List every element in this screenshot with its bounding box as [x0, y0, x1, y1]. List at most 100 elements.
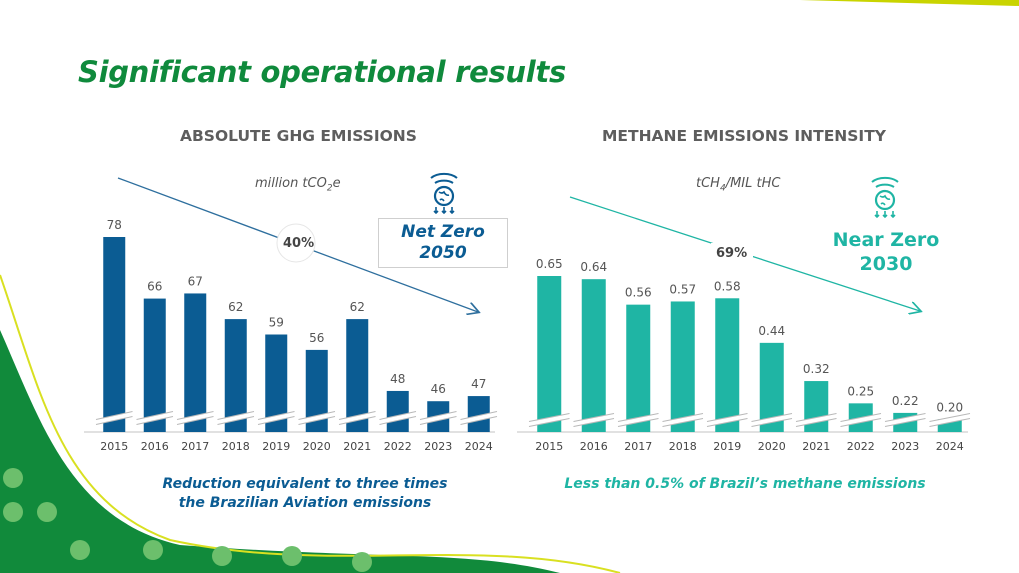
bar [103, 237, 126, 432]
axis-break-gap [662, 413, 704, 427]
net-zero-target-box: Net Zero 2050 [378, 218, 508, 268]
x-tick-label: 2017 [181, 440, 209, 453]
near-zero-target: Near Zero 2030 [826, 228, 946, 276]
decor-dot [3, 468, 23, 488]
data-label: 59 [269, 316, 284, 330]
axis-break-mark [706, 413, 748, 422]
data-label: 0.44 [758, 324, 785, 338]
axis-break-mark [419, 416, 457, 425]
data-label: 56 [309, 331, 324, 345]
axis-break-mark [929, 418, 971, 427]
bar [670, 301, 695, 432]
bar [346, 319, 369, 432]
data-label: 0.25 [847, 384, 874, 398]
bar [265, 334, 288, 432]
axis-break-gap [216, 411, 255, 425]
data-label: 0.56 [625, 286, 652, 300]
ghg-caption-line1: Reduction equivalent to three times [162, 476, 448, 492]
decor-dot [70, 540, 90, 560]
x-tick-label: 2021 [802, 440, 830, 453]
data-label: 62 [350, 300, 365, 314]
net-zero-year: 2050 [419, 243, 467, 263]
decor-dot [37, 502, 57, 522]
axis-break-mark [884, 418, 926, 427]
x-tick-label: 2015 [100, 440, 128, 453]
data-label: 0.58 [714, 279, 741, 293]
axis-break-mark [528, 413, 570, 422]
axis-break-gap [751, 413, 793, 427]
axis-break-mark [136, 416, 174, 425]
x-tick-label: 2018 [669, 440, 697, 453]
data-label: 62 [228, 300, 243, 314]
axis-break-mark [379, 411, 417, 420]
axis-break-mark [257, 411, 295, 420]
ghg-chart-title: ABSOLUTE GHG EMISSIONS [180, 127, 417, 145]
axis-break-mark [460, 416, 498, 425]
data-label: 0.64 [580, 260, 607, 274]
decor-dot [352, 552, 372, 572]
ghg-reduction-bubble [276, 223, 316, 263]
data-label: 0.22 [892, 394, 919, 408]
methane-unit-label: tCH4/MIL tHC [696, 176, 781, 194]
axis-break-gap [338, 411, 377, 425]
axis-break-mark [217, 416, 255, 425]
axis-break-mark [460, 411, 498, 420]
bar [467, 396, 490, 432]
bar [184, 293, 207, 432]
axis-break-mark [338, 411, 376, 420]
axis-break-gap [95, 411, 134, 425]
axis-break-mark [136, 411, 174, 420]
globe-emissions-icon [871, 176, 899, 219]
x-tick-label: 2023 [891, 440, 919, 453]
decor-dot [282, 546, 302, 566]
bar [537, 276, 562, 432]
axis-break-mark [419, 411, 457, 420]
ghg-caption-line2: the Brazilian Aviation emissions [178, 495, 432, 511]
ghg-caption: Reduction equivalent to three times the … [140, 475, 470, 513]
x-tick-label: 2021 [343, 440, 371, 453]
axis-break-gap [257, 411, 296, 425]
axis-break-mark [176, 411, 214, 420]
axis-break-mark [95, 416, 133, 425]
axis-break-mark [217, 411, 255, 420]
bar [581, 279, 606, 432]
axis-break-gap [459, 411, 498, 425]
decor-dot [3, 502, 23, 522]
axis-break-mark [257, 416, 295, 425]
data-label: 0.32 [803, 362, 830, 376]
axis-break-mark [795, 418, 837, 427]
axis-break-mark [884, 413, 926, 422]
axis-break-mark [662, 418, 704, 427]
x-tick-label: 2020 [758, 440, 786, 453]
x-tick-label: 2019 [262, 440, 290, 453]
globe-emissions-icon [430, 172, 458, 215]
data-label: 46 [431, 382, 446, 396]
axis-break-gap [297, 411, 336, 425]
x-tick-label: 2017 [624, 440, 652, 453]
data-label: 66 [147, 280, 162, 294]
axis-break-mark [617, 418, 659, 427]
axis-break-mark [95, 411, 133, 420]
bar [224, 319, 247, 432]
axis-break-mark [662, 413, 704, 422]
bar [143, 298, 166, 432]
x-tick-label: 2019 [713, 440, 741, 453]
axis-break-gap [419, 411, 458, 425]
data-label: 78 [107, 218, 122, 232]
axis-break-mark [706, 418, 748, 427]
axis-break-gap [378, 411, 417, 425]
data-label: 0.57 [669, 282, 696, 296]
bottom-left-green-shape [0, 330, 560, 573]
bar [626, 304, 651, 432]
axis-break-mark [840, 413, 882, 422]
bar [715, 298, 740, 432]
data-label: 0.20 [936, 400, 963, 414]
axis-break-mark [379, 416, 417, 425]
axis-break-mark [573, 413, 615, 422]
x-tick-label: 2016 [141, 440, 169, 453]
net-zero-label: Net Zero [401, 222, 485, 242]
axis-break-mark [751, 413, 793, 422]
page-title: Significant operational results [78, 55, 566, 89]
